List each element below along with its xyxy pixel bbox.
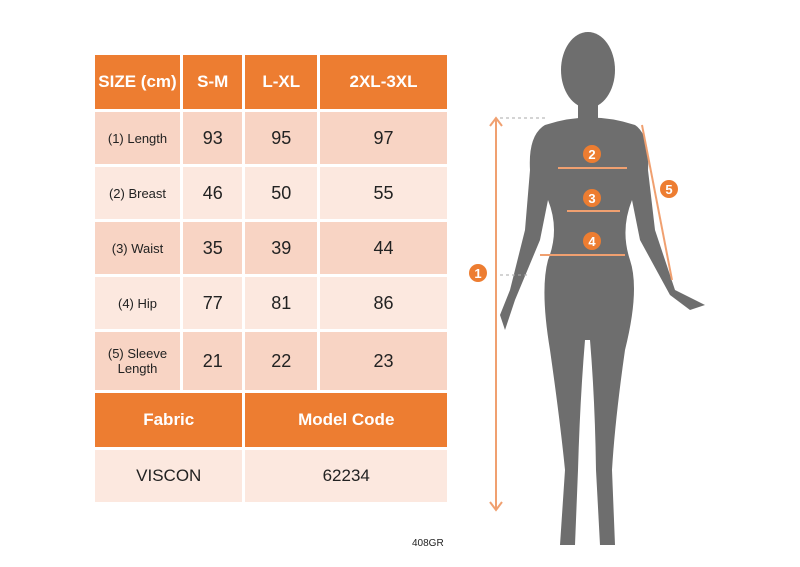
header-s-m: S-M xyxy=(179,52,246,112)
fabric-value: VISCON xyxy=(91,447,246,505)
cell: 81 xyxy=(242,274,321,332)
cell: 77 xyxy=(179,274,246,332)
table-row: (5) Sleeve Length 21 22 23 xyxy=(92,329,450,393)
cell: 35 xyxy=(179,219,246,277)
marker-5: 5 xyxy=(665,182,672,197)
row-label: (4) Hip xyxy=(92,274,183,332)
cell: 44 xyxy=(317,219,450,277)
body-silhouette-figure: 1 2 3 4 5 xyxy=(469,32,705,545)
marker-icons xyxy=(469,145,678,282)
row-label: (3) Waist xyxy=(92,219,183,277)
marker-4: 4 xyxy=(588,234,596,249)
size-chart-table: SIZE (cm) S-M L-XL 2XL-3XL (1) Length 93… xyxy=(91,52,450,505)
model-code-value: 62234 xyxy=(242,447,450,505)
table-row: (1) Length 93 95 97 xyxy=(92,109,450,167)
product-code: 408GR xyxy=(412,538,444,549)
fabric-label: Fabric xyxy=(91,390,246,450)
header-2xl-3xl: 2XL-3XL xyxy=(317,52,450,112)
cell: 50 xyxy=(242,164,321,222)
marker-2: 2 xyxy=(588,147,595,162)
header-l-xl: L-XL xyxy=(242,52,321,112)
table-row: (4) Hip 77 81 86 xyxy=(92,274,450,332)
cell: 55 xyxy=(317,164,450,222)
cell: 21 xyxy=(179,329,246,393)
cell: 97 xyxy=(317,109,450,167)
marker-1: 1 xyxy=(474,266,481,281)
header-size: SIZE (cm) xyxy=(92,52,183,112)
row-label: (2) Breast xyxy=(92,164,183,222)
table-row: (3) Waist 35 39 44 xyxy=(92,219,450,277)
row-label: (1) Length xyxy=(92,109,183,167)
cell: 39 xyxy=(242,219,321,277)
sleeve-arrow xyxy=(641,124,673,281)
table-row: (2) Breast 46 50 55 xyxy=(92,164,450,222)
row-label: (5) Sleeve Length xyxy=(92,329,183,393)
cell: 22 xyxy=(242,329,321,393)
cell: 23 xyxy=(317,329,450,393)
cell: 93 xyxy=(179,109,246,167)
fabric-header-row: Fabric Model Code xyxy=(91,390,450,450)
cell: 46 xyxy=(179,164,246,222)
cell: 86 xyxy=(317,274,450,332)
fabric-value-row: VISCON 62234 xyxy=(91,447,450,505)
marker-3: 3 xyxy=(588,191,595,206)
cell: 95 xyxy=(242,109,321,167)
model-code-label: Model Code xyxy=(242,390,450,450)
silhouette-icon xyxy=(500,32,705,545)
table-header-row: SIZE (cm) S-M L-XL 2XL-3XL xyxy=(92,52,450,112)
